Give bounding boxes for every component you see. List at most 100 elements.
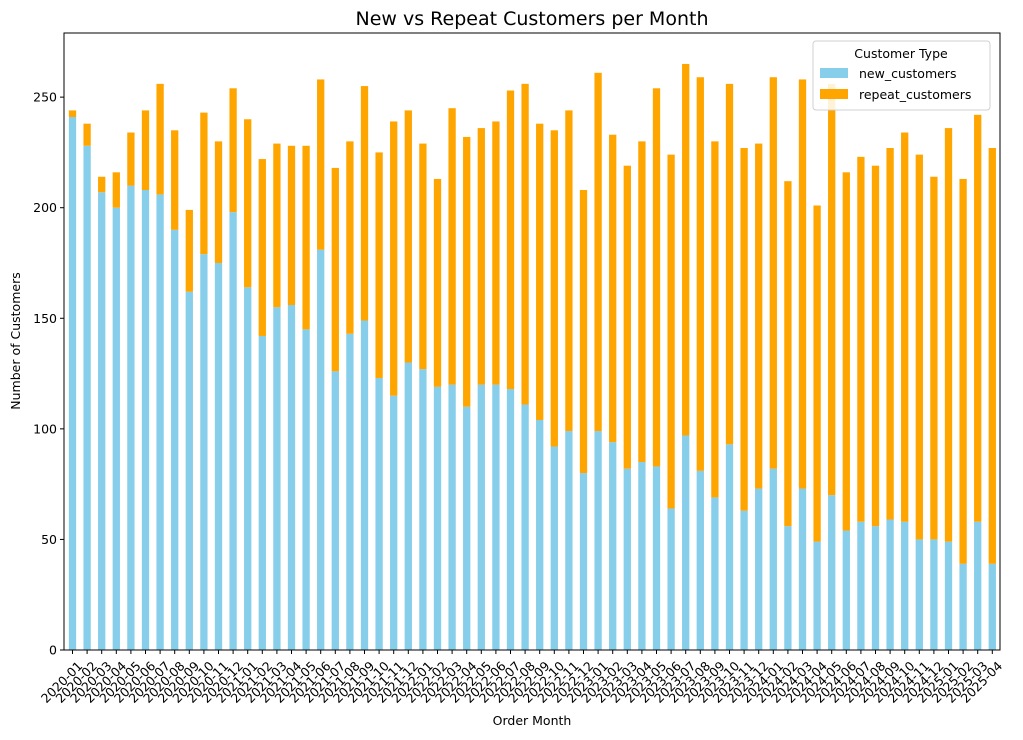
bar-repeat-customers-2024-06 xyxy=(842,172,850,531)
bar-new-customers-2025-02 xyxy=(959,563,967,650)
y-tick-label: 250 xyxy=(33,90,57,105)
bar-repeat-customers-2023-07 xyxy=(682,63,690,436)
bar-repeat-customers-2021-06 xyxy=(317,79,325,250)
y-tick-label: 0 xyxy=(49,643,57,658)
bar-new-customers-2022-12 xyxy=(579,473,588,650)
bar-repeat-customers-2023-02 xyxy=(609,134,617,443)
bar-new-customers-2020-05 xyxy=(127,185,135,650)
legend-label-new-customers: new_customers xyxy=(859,66,956,81)
bar-repeat-customers-2020-06 xyxy=(141,110,150,191)
bar-new-customers-2024-03 xyxy=(798,488,807,650)
bar-new-customers-2023-09 xyxy=(711,497,719,650)
bar-new-customers-2022-09 xyxy=(536,420,544,650)
bar-repeat-customers-2022-02 xyxy=(433,178,442,387)
bar-new-customers-2023-12 xyxy=(755,488,763,650)
bars-layer xyxy=(68,63,996,651)
bar-repeat-customers-2022-08 xyxy=(521,83,529,405)
bar-repeat-customers-2022-05 xyxy=(477,128,485,385)
bar-repeat-customers-2024-11 xyxy=(915,154,923,540)
bar-new-customers-2022-05 xyxy=(477,384,485,650)
bar-repeat-customers-2021-11 xyxy=(390,121,398,396)
bar-new-customers-2023-08 xyxy=(696,470,704,650)
bar-new-customers-2024-02 xyxy=(784,526,792,650)
bar-repeat-customers-2022-07 xyxy=(506,90,515,390)
bar-new-customers-2021-07 xyxy=(331,371,339,650)
bar-new-customers-2023-02 xyxy=(609,442,617,650)
x-axis-label: Order Month xyxy=(493,713,572,728)
bar-new-customers-2021-02 xyxy=(258,335,266,650)
bar-new-customers-2022-03 xyxy=(448,384,456,650)
bar-new-customers-2024-11 xyxy=(915,539,923,650)
bar-new-customers-2021-03 xyxy=(273,307,281,650)
bar-repeat-customers-2025-04 xyxy=(988,148,996,564)
plot-frame xyxy=(63,32,1001,651)
bar-new-customers-2023-05 xyxy=(652,466,661,650)
bar-repeat-customers-2022-12 xyxy=(579,190,588,474)
bar-new-customers-2020-11 xyxy=(214,262,223,650)
bar-new-customers-2022-08 xyxy=(521,404,529,650)
bar-new-customers-2023-03 xyxy=(623,468,631,650)
bar-repeat-customers-2023-10 xyxy=(725,83,734,445)
bar-new-customers-2025-04 xyxy=(988,563,996,650)
bar-new-customers-2025-01 xyxy=(944,541,953,650)
bar-repeat-customers-2020-03 xyxy=(98,176,106,193)
bar-repeat-customers-2024-03 xyxy=(798,79,807,489)
bar-repeat-customers-2020-05 xyxy=(127,132,135,186)
bar-repeat-customers-2023-04 xyxy=(638,141,646,463)
bar-repeat-customers-2022-06 xyxy=(492,121,500,385)
bar-new-customers-2021-09 xyxy=(360,320,369,650)
bar-new-customers-2020-06 xyxy=(141,190,150,650)
bar-new-customers-2025-03 xyxy=(974,521,982,650)
bar-new-customers-2024-09 xyxy=(886,519,894,650)
bar-new-customers-2021-01 xyxy=(244,287,252,650)
bar-new-customers-2023-10 xyxy=(725,444,734,650)
bar-repeat-customers-2024-01 xyxy=(769,77,777,469)
bar-repeat-customers-2021-02 xyxy=(258,159,266,336)
bar-new-customers-2021-05 xyxy=(302,329,310,650)
bar-new-customers-2020-04 xyxy=(112,207,120,650)
bar-repeat-customers-2025-01 xyxy=(944,128,953,542)
bar-repeat-customers-2022-11 xyxy=(565,110,573,432)
bar-repeat-customers-2023-01 xyxy=(594,72,602,432)
bar-repeat-customers-2024-10 xyxy=(901,132,909,522)
bar-repeat-customers-2023-05 xyxy=(652,88,661,467)
bar-repeat-customers-2020-07 xyxy=(156,83,164,195)
bar-repeat-customers-2021-07 xyxy=(331,167,339,372)
legend-box xyxy=(812,40,991,111)
y-tick-label: 50 xyxy=(41,532,57,547)
bar-repeat-customers-2022-04 xyxy=(463,136,471,407)
legend-title: Customer Type xyxy=(854,46,948,61)
bar-new-customers-2023-06 xyxy=(667,508,675,650)
legend-swatch-new-customers xyxy=(820,68,848,78)
bar-repeat-customers-2020-01 xyxy=(68,110,77,118)
bar-new-customers-2022-04 xyxy=(463,406,471,650)
bar-repeat-customers-2024-12 xyxy=(930,176,938,540)
bar-new-customers-2023-04 xyxy=(638,462,646,650)
bar-new-customers-2024-01 xyxy=(769,468,777,650)
bar-repeat-customers-2023-03 xyxy=(623,165,631,469)
bar-new-customers-2021-04 xyxy=(287,305,296,650)
bar-repeat-customers-2023-06 xyxy=(667,154,675,509)
bar-new-customers-2021-10 xyxy=(375,377,383,650)
bar-repeat-customers-2021-04 xyxy=(287,145,296,306)
y-tick-label: 150 xyxy=(33,311,57,326)
bar-repeat-customers-2025-02 xyxy=(959,178,967,564)
bar-new-customers-2022-10 xyxy=(550,446,558,650)
bar-new-customers-2020-12 xyxy=(229,212,237,650)
bar-repeat-customers-2024-07 xyxy=(857,156,865,522)
bar-new-customers-2020-02 xyxy=(83,145,91,650)
bar-repeat-customers-2022-03 xyxy=(448,108,456,385)
bar-new-customers-2020-08 xyxy=(171,229,179,650)
bar-repeat-customers-2024-09 xyxy=(886,148,894,520)
bar-new-customers-2021-12 xyxy=(404,362,412,650)
bar-repeat-customers-2023-11 xyxy=(740,148,748,511)
bar-repeat-customers-2020-11 xyxy=(214,141,223,263)
bar-repeat-customers-2022-10 xyxy=(550,130,558,447)
bar-repeat-customers-2022-01 xyxy=(419,143,427,370)
y-axis: 0 50 100 150 200 250 xyxy=(33,90,64,658)
bar-new-customers-2024-12 xyxy=(930,539,938,650)
y-axis-label: Number of Customers xyxy=(8,272,23,409)
y-tick-label: 200 xyxy=(33,200,57,215)
bar-new-customers-2021-11 xyxy=(390,395,398,650)
